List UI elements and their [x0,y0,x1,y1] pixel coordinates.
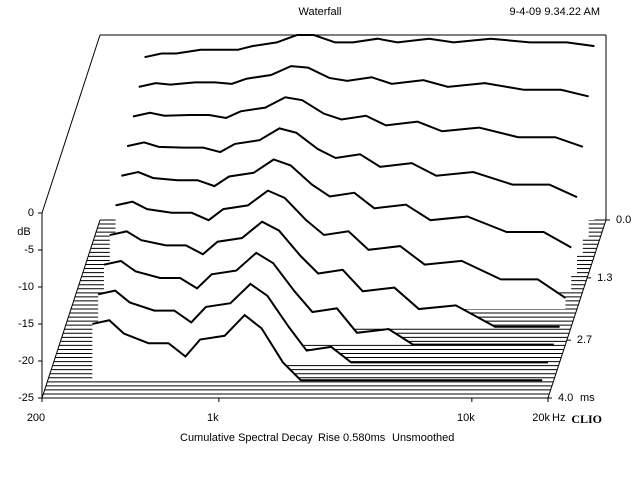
slice [103,251,554,346]
caption-text: Cumulative Spectral Decay [180,432,313,444]
z-tick-label: 1.3 [597,272,612,284]
z-tick-label: 2.7 [577,334,592,346]
slice [126,127,578,199]
frame-line [41,34,101,214]
x-tick-label: 200 [27,412,45,424]
y-tick-label: -20 [18,355,34,367]
caption-text: Rise 0.580ms [318,432,386,444]
z-unit: ms [580,392,595,404]
slice [115,189,566,299]
z-tick-label: 0.0 [616,214,631,226]
slice [121,158,572,249]
caption-text: Unsmoothed [392,432,454,444]
slice [138,65,589,98]
y-axis-label: dB [17,226,30,238]
x-tick-label: 10k [457,412,475,424]
y-tick-label: 0 [28,207,34,219]
x-tick-label: 20k [532,412,550,424]
slice [109,220,560,328]
x-unit: Hz [552,412,565,424]
slice [144,34,595,59]
y-tick-label: -15 [18,318,34,330]
x-tick-label: 1k [207,412,219,424]
slice [132,96,584,148]
slice [92,313,543,382]
slice [97,282,549,364]
y-tick-label: -25 [18,392,34,404]
z-tick-label: 4.0 [558,392,573,404]
caption: Cumulative Spectral Decay Rise 0.580ms U… [180,432,454,444]
brand: CLIO [571,412,602,426]
y-tick-label: -5 [24,244,34,256]
timestamp: 9-4-09 9.34.22 AM [509,6,600,18]
y-tick-label: -10 [18,281,34,293]
chart-title: Waterfall [299,6,342,18]
slice-fill [92,315,543,381]
